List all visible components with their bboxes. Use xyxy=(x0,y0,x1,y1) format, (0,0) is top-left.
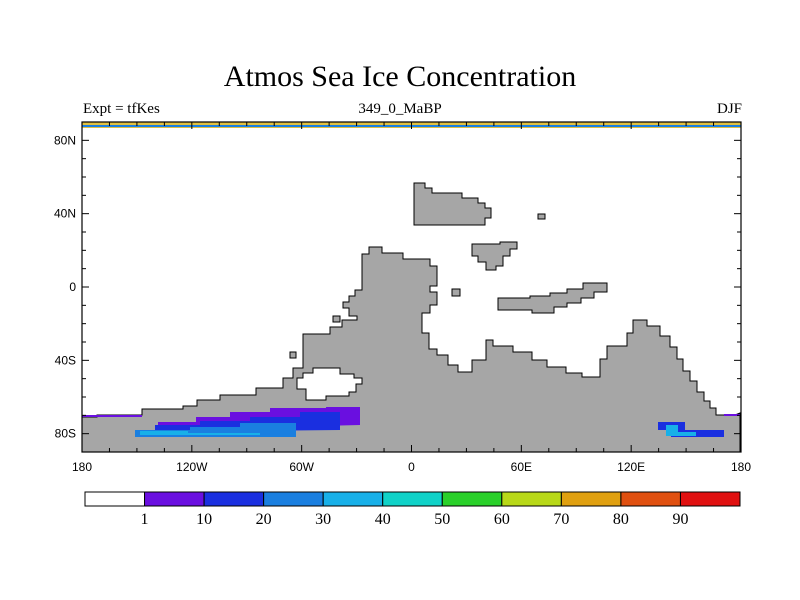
season-label: DJF xyxy=(716,101,742,117)
colorbar-label: 90 xyxy=(672,511,688,528)
colorbar-swatch xyxy=(84,491,146,507)
colorbar-label: 20 xyxy=(256,511,272,528)
colorbar-swatch xyxy=(382,491,443,507)
colorbar-swatch xyxy=(620,491,681,507)
lon-tick-label: 120W xyxy=(176,460,208,474)
open-ocean-bay xyxy=(296,367,363,401)
sea-ice-patches xyxy=(82,407,740,437)
land-masses xyxy=(81,182,741,453)
land-north-africa-europe xyxy=(413,182,492,226)
lon-tick-label: 120E xyxy=(617,460,645,474)
land-main xyxy=(81,246,741,453)
colorbar-label: 80 xyxy=(613,511,629,528)
colorbar-label: 70 xyxy=(553,511,569,528)
lon-tick-label: 180 xyxy=(731,460,751,474)
lat-tick-label: 0 xyxy=(69,280,76,294)
colorbar-swatch xyxy=(144,491,205,507)
ice-patch-east-cyan xyxy=(666,425,696,436)
colorbar-swatch xyxy=(263,491,324,507)
land-tiny-island xyxy=(451,288,461,297)
colorbar: 1 10 20 30 40 50 60 70 80 90 xyxy=(84,491,741,528)
experiment-label: Expt = tfKes xyxy=(83,101,160,117)
plot-title: Atmos Sea Ice Concentration xyxy=(223,60,577,93)
lon-tick-label: 180 xyxy=(72,460,92,474)
lon-tick-label: 0 xyxy=(408,460,415,474)
land-peninsula xyxy=(471,241,518,271)
time-label: 349_0_MaBP xyxy=(358,101,442,117)
land-island-sw xyxy=(332,315,341,323)
colorbar-label: 50 xyxy=(434,511,450,528)
colorbar-label: 1 xyxy=(141,511,149,528)
land-island-east xyxy=(497,282,608,314)
map-axes: 80N 40N 0 40S 80S 180 120W 60W 0 60E 120E 180 xyxy=(54,121,751,474)
colorbar-label: 30 xyxy=(315,511,331,528)
colorbar-label: 10 xyxy=(196,511,212,528)
lat-tick-label: 80S xyxy=(55,427,76,441)
lat-tick-label: 80N xyxy=(54,133,76,147)
colorbar-swatch xyxy=(560,491,622,507)
ice-patch-cyan xyxy=(140,431,260,435)
colorbar-swatch xyxy=(322,491,384,507)
lon-tick-label: 60E xyxy=(511,460,532,474)
lat-tick-label: 40S xyxy=(55,353,76,367)
colorbar-swatch xyxy=(441,491,503,507)
lon-tick-label: 60W xyxy=(289,460,314,474)
colorbar-label: 40 xyxy=(375,511,391,528)
colorbar-label: 60 xyxy=(494,511,510,528)
colorbar-swatch xyxy=(501,491,562,507)
colorbar-swatch xyxy=(679,491,741,507)
map-panel xyxy=(81,121,742,453)
lat-tick-label: 40N xyxy=(54,207,76,221)
land-island-w xyxy=(289,351,297,359)
land-island-small xyxy=(537,213,546,220)
colorbar-swatch xyxy=(203,491,265,507)
